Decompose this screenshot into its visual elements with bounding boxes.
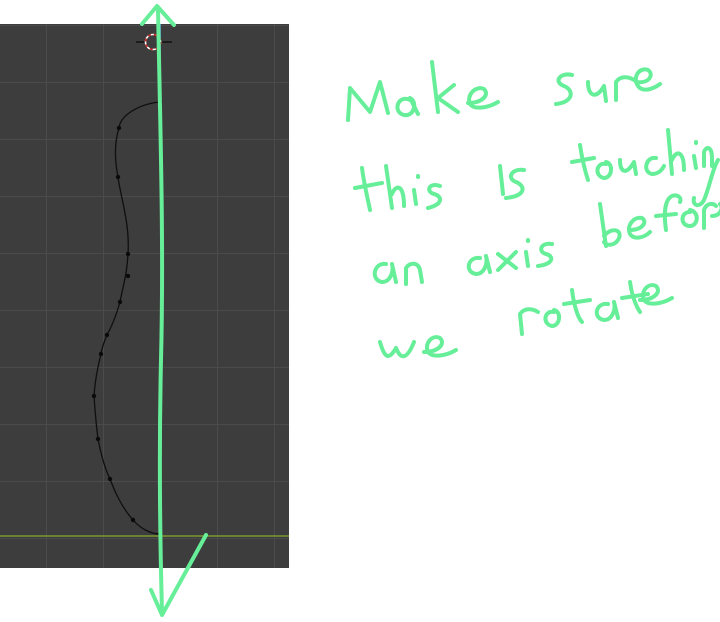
control-point [125, 251, 131, 257]
control-point [91, 393, 97, 399]
viewport-canvas [0, 24, 289, 537]
bezier-curve[interactable] [93, 101, 161, 535]
control-point [98, 351, 104, 357]
control-point [116, 125, 122, 131]
control-point [107, 476, 113, 482]
handwriting-line-1 [346, 60, 662, 122]
handwritten-note-text: Make sure this is touching an axis befor… [320, 620, 321, 621]
handwriting-line-2 [353, 128, 720, 212]
3d-cursor-icon[interactable] [136, 33, 172, 51]
control-point [95, 436, 101, 442]
handwriting-line-3 [372, 193, 720, 286]
control-point [130, 517, 136, 523]
control-point [117, 299, 123, 305]
curve-control-points[interactable] [91, 99, 163, 537]
handwriting-line-4 [378, 280, 674, 359]
control-point [157, 531, 163, 537]
up-arrowhead-icon [140, 4, 176, 27]
control-point [115, 174, 121, 180]
control-point [104, 332, 110, 338]
control-point [125, 273, 131, 279]
control-point [157, 99, 163, 105]
3d-viewport-editor[interactable] [0, 24, 289, 568]
